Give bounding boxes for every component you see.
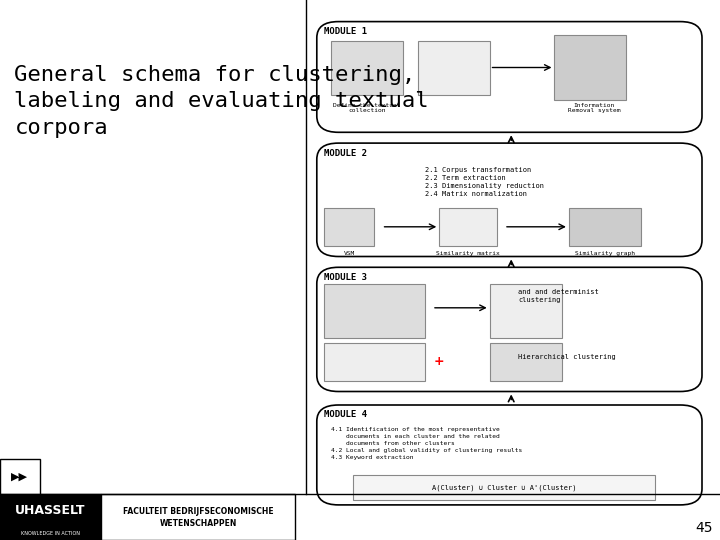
FancyBboxPatch shape [317,267,702,392]
FancyBboxPatch shape [418,40,490,94]
Text: +: + [434,355,444,368]
Text: A(Cluster) ∪ Cluster ∪ A'(Cluster): A(Cluster) ∪ Cluster ∪ A'(Cluster) [432,484,576,491]
FancyBboxPatch shape [554,35,626,100]
Text: VSM: VSM [343,251,355,256]
Text: Similarity matrix: Similarity matrix [436,251,500,256]
Text: 45: 45 [696,521,713,535]
Text: KNOWLEDGE IN ACTION: KNOWLEDGE IN ACTION [21,531,80,536]
FancyBboxPatch shape [490,284,562,338]
FancyBboxPatch shape [317,143,702,256]
Text: MODULE 4: MODULE 4 [324,410,367,420]
FancyBboxPatch shape [0,494,101,540]
Text: Define the textual
collection: Define the textual collection [333,103,401,113]
FancyBboxPatch shape [324,208,374,246]
Text: FACULTEIT BEDRIJFSECONOMISCHE
WETENSCHAPPEN: FACULTEIT BEDRIJFSECONOMISCHE WETENSCHAP… [122,507,274,528]
Text: MODULE 3: MODULE 3 [324,273,367,282]
Text: Information
Removal system: Information Removal system [568,103,620,113]
Text: Hierarchical clustering: Hierarchical clustering [518,354,616,360]
FancyBboxPatch shape [101,494,295,540]
Text: MODULE 1: MODULE 1 [324,27,367,36]
FancyBboxPatch shape [317,405,702,505]
FancyBboxPatch shape [324,284,425,338]
FancyBboxPatch shape [331,40,403,94]
Text: MODULE 2: MODULE 2 [324,148,367,158]
FancyBboxPatch shape [324,343,425,381]
Text: 4.1 Identification of the most representative
    documents in each cluster and : 4.1 Identification of the most represent… [331,427,523,460]
Text: UHASSELT: UHASSELT [15,504,86,517]
FancyBboxPatch shape [439,208,497,246]
Text: 2.1 Corpus transformation
2.2 Term extraction
2.3 Dimensionality reduction
2.4 M: 2.1 Corpus transformation 2.2 Term extra… [425,167,544,198]
FancyBboxPatch shape [0,459,40,494]
FancyBboxPatch shape [490,343,562,381]
FancyBboxPatch shape [569,208,641,246]
Text: General schema for clustering,
labeling and evaluating textual
corpora: General schema for clustering, labeling … [14,65,429,138]
Text: and and determinist
clustering: and and determinist clustering [518,289,599,303]
FancyBboxPatch shape [317,22,702,132]
Text: ▶▶: ▶▶ [11,471,28,481]
FancyBboxPatch shape [353,475,655,500]
Text: Similarity graph: Similarity graph [575,251,635,256]
